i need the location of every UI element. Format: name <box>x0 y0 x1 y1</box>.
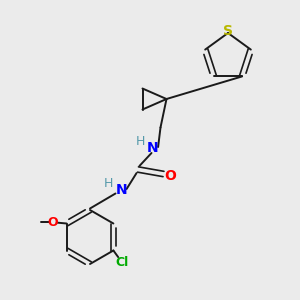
Text: O: O <box>164 169 176 182</box>
Text: Cl: Cl <box>115 256 128 269</box>
Text: N: N <box>116 184 127 197</box>
Text: S: S <box>223 25 233 38</box>
Text: N: N <box>147 142 159 155</box>
Text: O: O <box>48 215 58 229</box>
Text: H: H <box>104 177 113 190</box>
Text: H: H <box>135 135 145 148</box>
